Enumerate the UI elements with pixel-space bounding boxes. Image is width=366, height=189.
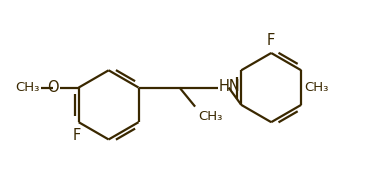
Text: F: F xyxy=(267,33,275,48)
Text: CH₃: CH₃ xyxy=(198,110,222,123)
Text: F: F xyxy=(73,128,81,143)
Text: CH₃: CH₃ xyxy=(305,81,329,94)
Text: CH₃: CH₃ xyxy=(15,81,39,94)
Text: O: O xyxy=(46,80,58,95)
Text: HN: HN xyxy=(219,79,241,94)
